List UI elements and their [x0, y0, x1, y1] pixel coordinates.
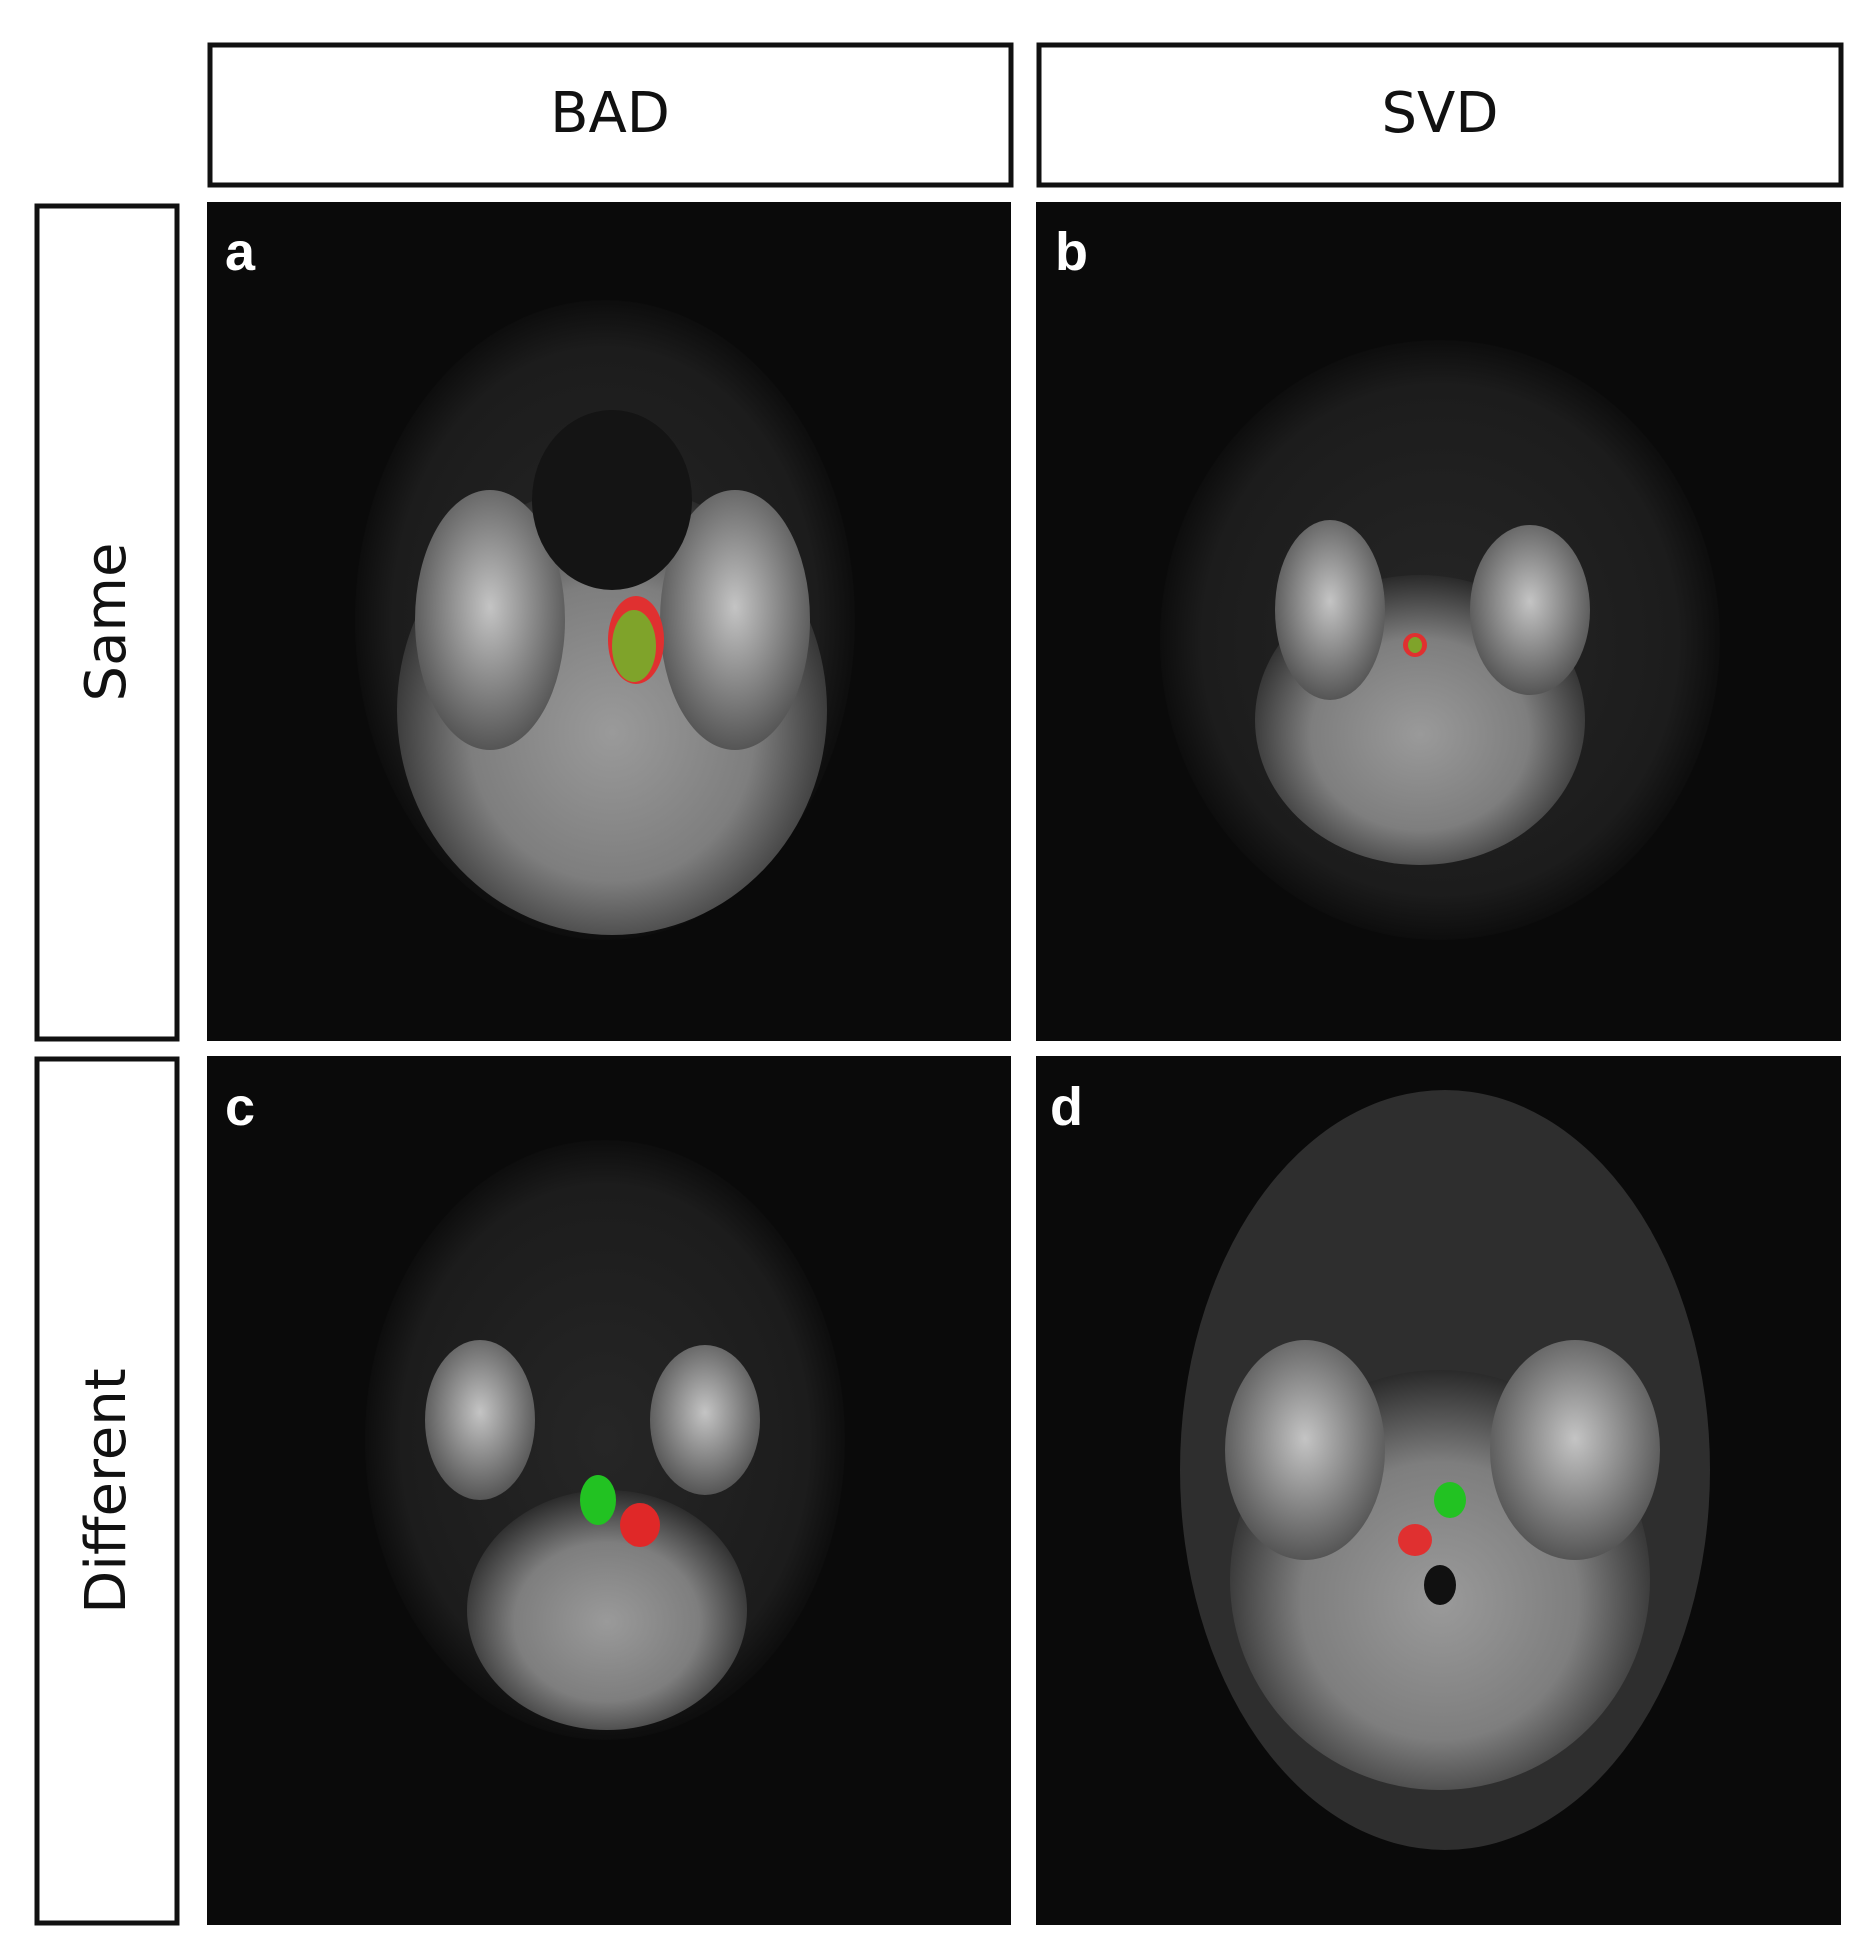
- panel: a: [207, 202, 1011, 1041]
- row-header-box: [34, 1056, 180, 1926]
- row-header: Same: [74, 543, 139, 702]
- temporal-lobe: [425, 1340, 535, 1500]
- temporal-lobe: [1275, 520, 1385, 700]
- panel: c: [207, 1056, 1011, 1925]
- temporal-lobe: [1490, 1340, 1660, 1560]
- panel-label: c: [225, 1077, 255, 1137]
- panel-label: a: [225, 222, 256, 282]
- column-header: BAD: [550, 81, 670, 146]
- panel-label: b: [1055, 222, 1088, 282]
- lesion: [1408, 637, 1422, 653]
- panel-label: d: [1050, 1077, 1083, 1137]
- column-header: SVD: [1382, 81, 1499, 146]
- column-header-box: [1036, 42, 1844, 188]
- lesion: [612, 610, 656, 682]
- brain-shadow: [532, 410, 692, 590]
- temporal-lobe: [650, 1345, 760, 1495]
- row-header-box: [34, 203, 180, 1042]
- temporal-lobe: [660, 490, 810, 750]
- panel: d: [1036, 1056, 1841, 1925]
- panel: b: [1036, 202, 1841, 1041]
- temporal-lobe: [1225, 1340, 1385, 1560]
- ventricle: [1424, 1565, 1456, 1605]
- column-header-box: [207, 42, 1014, 188]
- lesion: [620, 1503, 660, 1547]
- lesion: [580, 1475, 616, 1525]
- lesion: [1398, 1524, 1432, 1556]
- temporal-lobe: [1470, 525, 1590, 695]
- lesion: [1434, 1482, 1466, 1518]
- brain: [467, 1490, 747, 1730]
- row-header: Different: [74, 1368, 139, 1613]
- temporal-lobe: [415, 490, 565, 750]
